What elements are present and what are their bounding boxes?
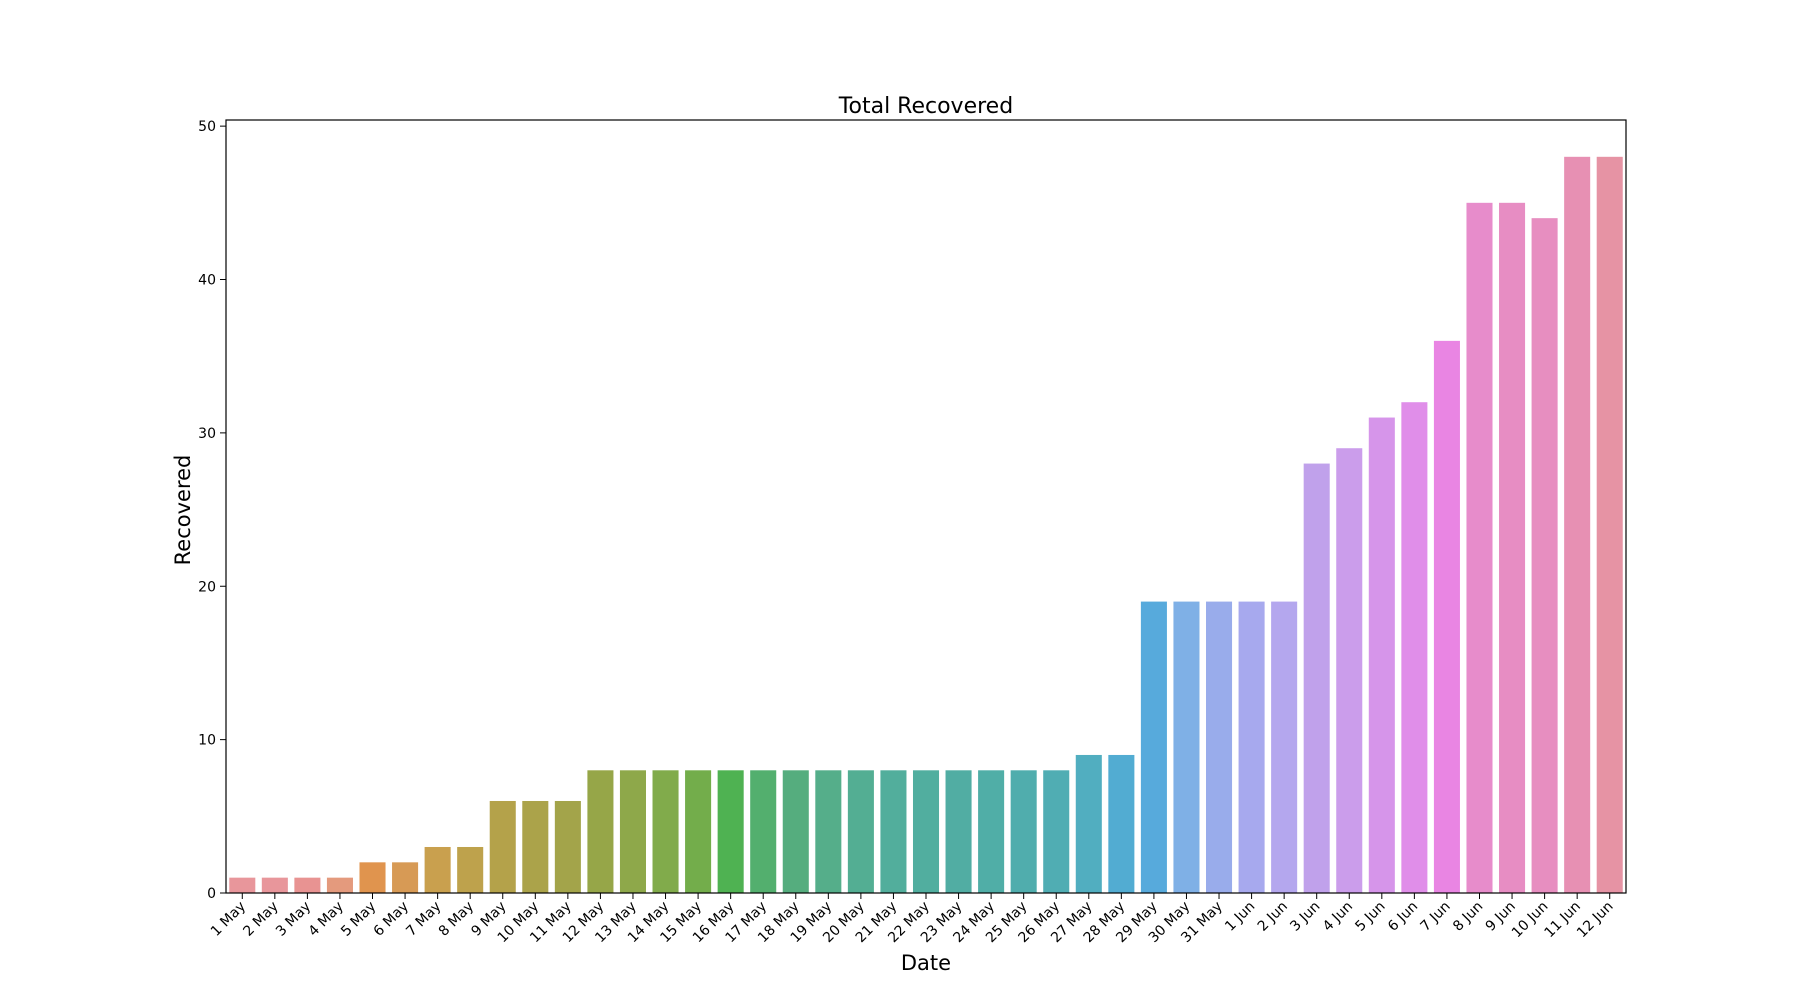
bar-22-may — [912, 770, 940, 893]
bar-7-may — [424, 846, 451, 893]
bar-11-may — [554, 800, 581, 893]
bar-20-may — [847, 770, 874, 893]
bar-26-may — [1043, 770, 1070, 893]
bar-15-may — [685, 770, 712, 893]
y-axis-label: Recovered — [171, 455, 195, 566]
bar-3-jun — [1303, 463, 1330, 893]
bar-29-may — [1140, 601, 1167, 893]
x-tick-label: 8 May — [436, 899, 477, 940]
bar-10-jun — [1531, 218, 1558, 893]
bar-2-jun — [1271, 601, 1298, 893]
x-tick-label: 2 May — [240, 899, 281, 940]
x-tick-label: 12 Jun — [1574, 899, 1617, 942]
y-tick-label: 40 — [198, 273, 216, 289]
x-tick-label: 7 May — [403, 899, 444, 940]
chart-title: Total Recovered — [838, 94, 1013, 119]
y-axis: 0 10 20 30 40 50 — [198, 119, 226, 902]
bar-4-may — [326, 877, 353, 893]
bar-16-may — [717, 770, 744, 893]
y-tick-label: 0 — [207, 886, 216, 902]
y-tick-label: 20 — [198, 579, 216, 595]
x-tick-label: 3 Jun — [1287, 899, 1323, 935]
x-tick-label: 2 Jun — [1255, 899, 1291, 935]
y-tick-label: 30 — [198, 426, 216, 442]
bar-30-may — [1173, 601, 1200, 893]
bar-3-may — [294, 877, 321, 893]
x-axis-label: Date — [901, 951, 951, 975]
x-tick-label: 3 May — [273, 899, 314, 940]
x-tick-label: 6 Jun — [1385, 899, 1421, 935]
bar-2-may — [261, 877, 288, 893]
bar-24-may — [978, 770, 1005, 893]
x-tick-label: 1 Jun — [1222, 899, 1258, 935]
bar-1-jun — [1238, 601, 1265, 893]
bar-6-may — [392, 862, 419, 893]
y-tick-label: 50 — [198, 119, 216, 135]
x-tick-label: 4 Jun — [1320, 899, 1356, 935]
bar-21-may — [880, 770, 907, 893]
bar-12-jun — [1596, 156, 1623, 893]
bar-1-may — [229, 877, 256, 893]
x-tick-label: 5 Jun — [1352, 899, 1388, 935]
bar-27-may — [1075, 754, 1102, 893]
bar-18-may — [782, 770, 809, 893]
bar-8-jun — [1466, 202, 1493, 893]
bar-28-may — [1108, 754, 1135, 893]
y-tick-label: 10 — [198, 733, 216, 749]
bar-31-may — [1206, 601, 1233, 893]
x-tick-label: 1 May — [208, 899, 249, 940]
bar-8-may — [457, 846, 484, 893]
bar-6-jun — [1401, 402, 1428, 893]
bar-19-may — [815, 770, 842, 893]
bar-13-may — [619, 770, 646, 893]
plot-frame — [225, 119, 1627, 894]
bar-9-may — [489, 800, 516, 893]
bar-5-may — [359, 862, 386, 893]
bar-17-may — [750, 770, 777, 893]
x-tick-label: 4 May — [306, 899, 347, 940]
bar-9-jun — [1499, 202, 1526, 893]
bar-4-jun — [1336, 448, 1363, 893]
bars-group — [229, 156, 1623, 893]
bar-12-may — [587, 770, 614, 893]
bar-14-may — [652, 770, 679, 893]
x-tick-label: 5 May — [338, 899, 379, 940]
x-tick-label: 6 May — [371, 899, 412, 940]
bar-23-may — [945, 770, 972, 893]
bar-7-jun — [1433, 340, 1460, 893]
x-tick-label: 7 Jun — [1418, 899, 1454, 935]
bar-10-may — [522, 800, 549, 893]
bar-5-jun — [1368, 417, 1395, 893]
bar-25-may — [1010, 770, 1037, 893]
x-tick-label: 8 Jun — [1450, 899, 1486, 935]
bar-11-jun — [1564, 156, 1591, 893]
